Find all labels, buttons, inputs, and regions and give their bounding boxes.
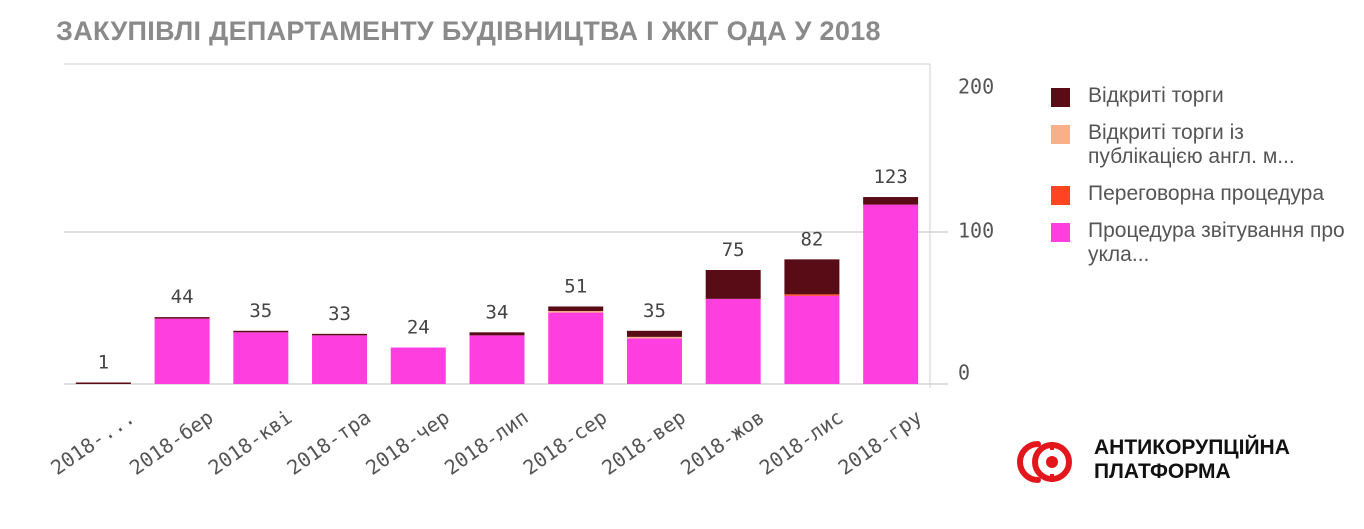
bar-segment[interactable] (469, 335, 525, 384)
bar-segment[interactable] (154, 318, 210, 384)
bar-segment[interactable] (469, 332, 525, 336)
brand-line-2: ПЛАТФОРМА (1094, 460, 1231, 483)
legend-label: Відкриті торги (1088, 84, 1224, 107)
bar-segment[interactable] (705, 298, 761, 384)
x-tick-label: 2018-гру (834, 405, 927, 480)
brand-name: АНТИКОРУПЦІЙНА ПЛАТФОРМА (1094, 436, 1290, 484)
legend-label: Переговорна процедура (1088, 182, 1325, 205)
y-axis-ticks: 0 100 200 (958, 75, 994, 385)
y-tick-label: 200 (958, 75, 994, 99)
bar-segment[interactable] (784, 294, 840, 296)
x-tick-label: 2018-тра (282, 405, 375, 480)
bar-segment[interactable] (784, 295, 840, 384)
data-label: 24 (407, 317, 430, 339)
bar-segment[interactable] (626, 330, 682, 337)
bar-segment[interactable] (233, 330, 289, 333)
bar-segment[interactable] (548, 312, 604, 384)
x-tick-label: 2018-... (46, 405, 139, 480)
legend-swatch (1051, 88, 1070, 107)
data-label: 51 (564, 275, 587, 297)
legend-item-negotiation[interactable]: Переговорна процедура (1048, 182, 1348, 206)
bar-segment[interactable] (154, 317, 210, 319)
y-tick-label: 100 (958, 219, 994, 243)
bar-segment[interactable] (863, 204, 919, 384)
x-tick-label: 2018-чер (361, 405, 454, 480)
data-label: 1 (98, 351, 109, 373)
x-tick-label: 2018-сер (519, 405, 612, 480)
bar-segment[interactable] (312, 333, 368, 336)
data-label: 123 (873, 166, 907, 188)
y-tick-label: 0 (958, 361, 970, 385)
data-label: 44 (171, 286, 194, 308)
legend-item-open-tenders[interactable]: Відкриті торги (1048, 84, 1348, 108)
bar-segment[interactable] (390, 347, 446, 384)
data-label: 75 (722, 239, 745, 261)
bar-segment[interactable] (626, 338, 682, 384)
legend-swatch (1051, 125, 1070, 144)
x-tick-label: 2018-лип (440, 405, 533, 480)
bar-segment[interactable] (863, 197, 919, 205)
bar-segment[interactable] (548, 306, 604, 312)
bar-segment[interactable] (312, 335, 368, 384)
data-label: 33 (328, 303, 351, 325)
legend-item-open-tenders-english[interactable]: Відкриті торги із публікацією англ. м... (1048, 121, 1348, 169)
data-label: 35 (249, 300, 272, 322)
legend-label: Відкриті торги із публікацією англ. м... (1088, 121, 1295, 168)
chart-title: ЗАКУПІВЛІ ДЕПАРТАМЕНТУ БУДІВНИЦТВА І ЖКГ… (56, 16, 881, 46)
bar-segment[interactable] (784, 259, 840, 295)
data-label: 35 (643, 300, 666, 322)
legend-label: Процедура звітування про укла... (1088, 219, 1345, 266)
bar-segment[interactable] (548, 311, 604, 313)
bar-segment[interactable] (705, 270, 761, 299)
x-tick-label: 2018-жов (676, 405, 769, 480)
brand-line-1: АНТИКОРУПЦІЙНА (1094, 436, 1290, 459)
x-tick-label: 2018-кві (204, 405, 297, 480)
x-tick-label: 2018-вер (597, 405, 690, 480)
anticorruption-platform-logo-icon (1017, 441, 1072, 483)
x-tick-label: 2018-лис (755, 405, 848, 480)
bars (75, 197, 919, 384)
x-tick-label: 2018-бер (125, 405, 218, 480)
bar-segment[interactable] (626, 336, 682, 339)
bar-segment[interactable] (75, 382, 131, 384)
legend-swatch (1051, 223, 1070, 242)
x-axis-ticks: 2018-...2018-бер2018-кві2018-тра2018-чер… (46, 405, 926, 480)
legend-swatch (1051, 186, 1070, 205)
data-labels: 1 44 35 33 24 34 51 35 75 82 123 (98, 166, 908, 373)
bar-segment[interactable] (233, 332, 289, 384)
data-label: 82 (800, 228, 823, 250)
legend: Відкриті торги Відкриті торги із публіка… (1048, 84, 1348, 280)
data-label: 34 (486, 301, 509, 323)
legend-item-reporting[interactable]: Процедура звітування про укла... (1048, 219, 1348, 267)
